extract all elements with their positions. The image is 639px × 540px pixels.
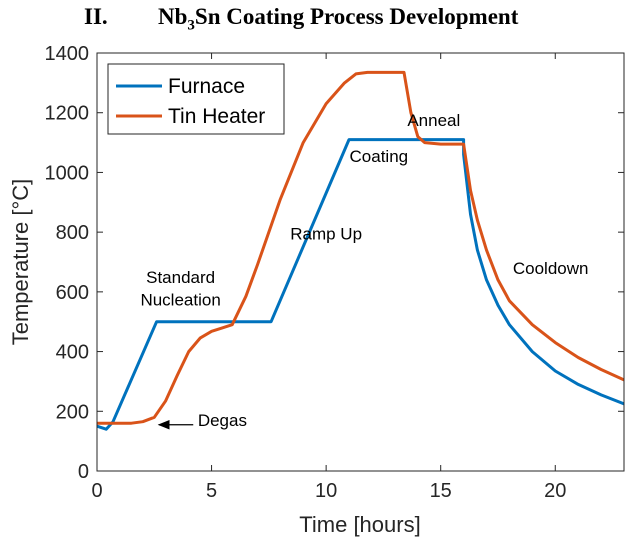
y-tick-label: 1200 <box>45 103 90 125</box>
y-tick-label: 400 <box>56 342 89 364</box>
legend-tin-heater-label: Tin Heater <box>168 105 265 128</box>
annotation-nucleation-line2: Nucleation <box>140 290 220 309</box>
y-tick-label: 1400 <box>45 43 90 65</box>
section-title: Nb3Sn Coating Process Development <box>158 4 518 35</box>
y-tick-label: 0 <box>78 461 89 483</box>
section-title-suffix: Sn Coating Process Development <box>194 4 519 29</box>
section-title-subscript: 3 <box>187 17 195 34</box>
plot-frame <box>96 52 625 472</box>
y-axis-label: Temperature [°C] <box>8 179 33 346</box>
x-tick-label: 10 <box>315 480 337 502</box>
section-title-prefix: Nb <box>158 4 188 29</box>
legend: Furnace Tin Heater <box>107 63 285 135</box>
section-heading: II. Nb3Sn Coating Process Development <box>0 0 639 38</box>
annotation-coating: Coating <box>350 147 409 166</box>
x-tick-label: 20 <box>544 480 566 502</box>
y-tick-label: 800 <box>56 222 89 244</box>
y-tick-label: 200 <box>56 401 89 423</box>
y-tick-label: 600 <box>56 282 89 304</box>
y-tick-label: 1000 <box>45 162 90 184</box>
annotation-cooldown: Cooldown <box>513 259 589 278</box>
series-line-furnace <box>97 138 624 431</box>
annotation-anneal: Anneal <box>407 111 460 130</box>
legend-furnace-label: Furnace <box>168 75 245 98</box>
legend-box <box>107 63 285 135</box>
x-tick-label: 0 <box>91 480 102 502</box>
annotation-degas: Degas <box>198 411 247 430</box>
x-tick-label: 5 <box>206 480 217 502</box>
x-tick-label: 15 <box>430 480 452 502</box>
annotation-ramp-up: Ramp Up <box>290 225 362 244</box>
annotation-nucleation-line1: Standard <box>146 268 215 287</box>
section-number: II. <box>84 4 108 29</box>
x-axis-label: Time [hours] <box>299 512 420 537</box>
series-line-tin-heater <box>97 70 624 425</box>
